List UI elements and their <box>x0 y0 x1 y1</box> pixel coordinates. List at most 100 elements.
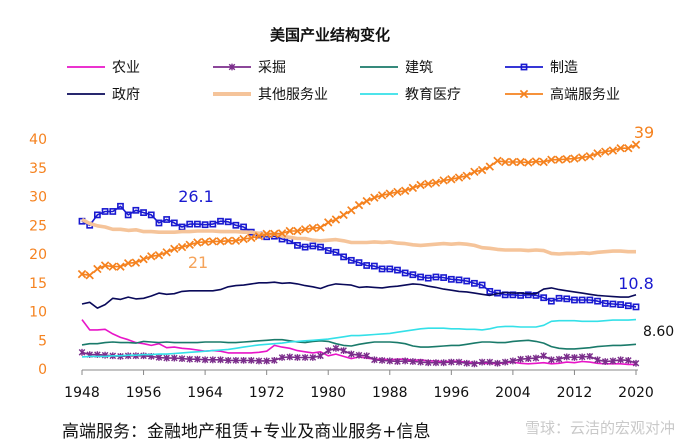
data-point <box>224 356 232 364</box>
x-tick-label: 1980 <box>310 385 346 401</box>
data-point <box>294 354 301 361</box>
data-point <box>101 208 109 215</box>
data-point <box>162 248 171 257</box>
data-point <box>185 240 194 250</box>
data-point <box>601 147 610 156</box>
data-point <box>132 206 140 214</box>
data-point <box>262 229 271 239</box>
data-point <box>309 242 317 250</box>
data-point <box>78 348 86 356</box>
data-point <box>601 358 609 365</box>
data-point <box>170 219 178 227</box>
data-point <box>378 356 386 364</box>
data-annotation: 21 <box>188 253 208 272</box>
data-point <box>524 158 533 167</box>
data-point <box>617 301 625 308</box>
legend-marker <box>520 63 528 71</box>
data-point <box>301 354 309 361</box>
legend-label: 制造 <box>550 60 578 76</box>
data-point <box>594 356 601 364</box>
data-point <box>370 193 379 202</box>
data-point <box>486 287 494 295</box>
data-point <box>355 259 363 267</box>
data-point <box>548 356 555 364</box>
data-point <box>163 354 170 362</box>
series-line <box>81 281 637 309</box>
data-point <box>463 277 471 285</box>
legend-label: 农业 <box>112 60 140 76</box>
data-point <box>277 229 287 238</box>
data-point <box>340 253 348 261</box>
data-point <box>417 358 424 366</box>
data-point <box>123 258 133 268</box>
data-point <box>347 206 356 215</box>
data-point <box>232 356 240 364</box>
data-point <box>562 154 571 164</box>
data-point <box>424 179 433 189</box>
data-point <box>370 262 378 270</box>
data-point <box>124 211 132 219</box>
data-point <box>108 262 117 271</box>
data-point <box>378 265 386 273</box>
data-point <box>208 237 218 246</box>
data-point <box>424 274 432 282</box>
series-line <box>81 217 636 256</box>
data-point <box>355 351 363 359</box>
data-point <box>494 359 501 367</box>
legend-label: 其他服务业 <box>258 87 328 103</box>
series-8 <box>77 140 641 280</box>
data-point <box>147 211 155 219</box>
data-point <box>547 297 555 305</box>
legend-item: 其他服务业 <box>213 87 328 103</box>
x-tick-label: 1948 <box>64 385 100 401</box>
data-point <box>478 358 486 366</box>
data-point <box>555 294 563 302</box>
data-point <box>432 273 440 281</box>
data-point <box>571 354 578 361</box>
data-point <box>201 221 209 229</box>
y-tick-label: 30 <box>29 190 47 206</box>
data-point <box>516 157 525 167</box>
data-point <box>186 220 194 228</box>
data-point <box>324 218 333 227</box>
data-point <box>540 352 547 360</box>
data-point <box>424 359 432 367</box>
legend-label: 采掘 <box>258 60 286 76</box>
plot-area <box>77 140 641 368</box>
data-point <box>577 153 587 162</box>
data-point <box>416 180 425 190</box>
data-point <box>109 208 117 215</box>
legend-label: 建筑 <box>405 60 433 76</box>
data-point <box>540 294 548 302</box>
data-point <box>254 231 264 241</box>
y-tick-label: 0 <box>38 362 47 378</box>
y-tick-label: 25 <box>29 218 47 234</box>
data-point <box>140 209 147 216</box>
data-annotation: 39 <box>634 123 654 142</box>
data-point <box>232 221 240 229</box>
data-point <box>394 266 401 274</box>
x-axis: 1948 1956 1964 1972 1980 1988 1996 2004 2012 2020 <box>64 369 654 401</box>
data-point <box>193 238 202 247</box>
data-point <box>631 140 641 149</box>
data-point <box>117 202 124 210</box>
data-point <box>100 261 110 270</box>
data-point <box>432 359 440 367</box>
data-point <box>300 225 310 234</box>
footnote: 高端服务：金融地产租赁+专业及商业服务+信息 <box>62 422 431 442</box>
legend-item: 教育医疗 <box>360 87 461 103</box>
legend-item: 政府 <box>67 87 140 103</box>
y-tick-label: 15 <box>29 276 47 292</box>
data-point <box>331 215 341 224</box>
x-tick-label: 1996 <box>434 385 470 401</box>
data-point <box>178 223 186 231</box>
x-tick-label: 2012 <box>557 385 593 401</box>
data-annotation: 10.8 <box>618 274 654 293</box>
data-point <box>462 171 471 181</box>
data-point <box>617 356 624 364</box>
data-point <box>324 347 332 354</box>
data-point <box>570 154 579 163</box>
data-point <box>317 243 324 251</box>
data-point <box>486 358 494 366</box>
watermark: 雪球：云洁的宏观对冲 <box>525 419 675 437</box>
